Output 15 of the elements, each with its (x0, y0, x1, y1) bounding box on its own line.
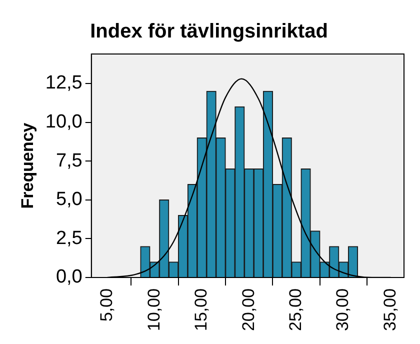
x-tick-label: 30,00 (333, 288, 352, 332)
x-tick-label: 5,00 (97, 288, 116, 322)
x-tick-label: 20,00 (238, 288, 258, 332)
y-tick-label: 0,0 (56, 266, 82, 288)
y-tick-label: 10,0 (45, 112, 82, 133)
x-tick-label: 35,00 (380, 288, 400, 332)
x-tick-label: 10,00 (144, 288, 164, 332)
y-tick-label: 12,5 (45, 72, 82, 94)
x-tick-label: 15,00 (192, 288, 211, 332)
chart-title: Index för tävlingsinriktad (90, 20, 328, 43)
y-tick-label: 7,5 (56, 150, 82, 172)
y-tick-label: 5,0 (56, 189, 82, 210)
y-axis-title: Frequency (18, 122, 37, 209)
x-tick-label: 25,00 (286, 288, 306, 332)
y-tick-label: 2,5 (56, 228, 82, 249)
